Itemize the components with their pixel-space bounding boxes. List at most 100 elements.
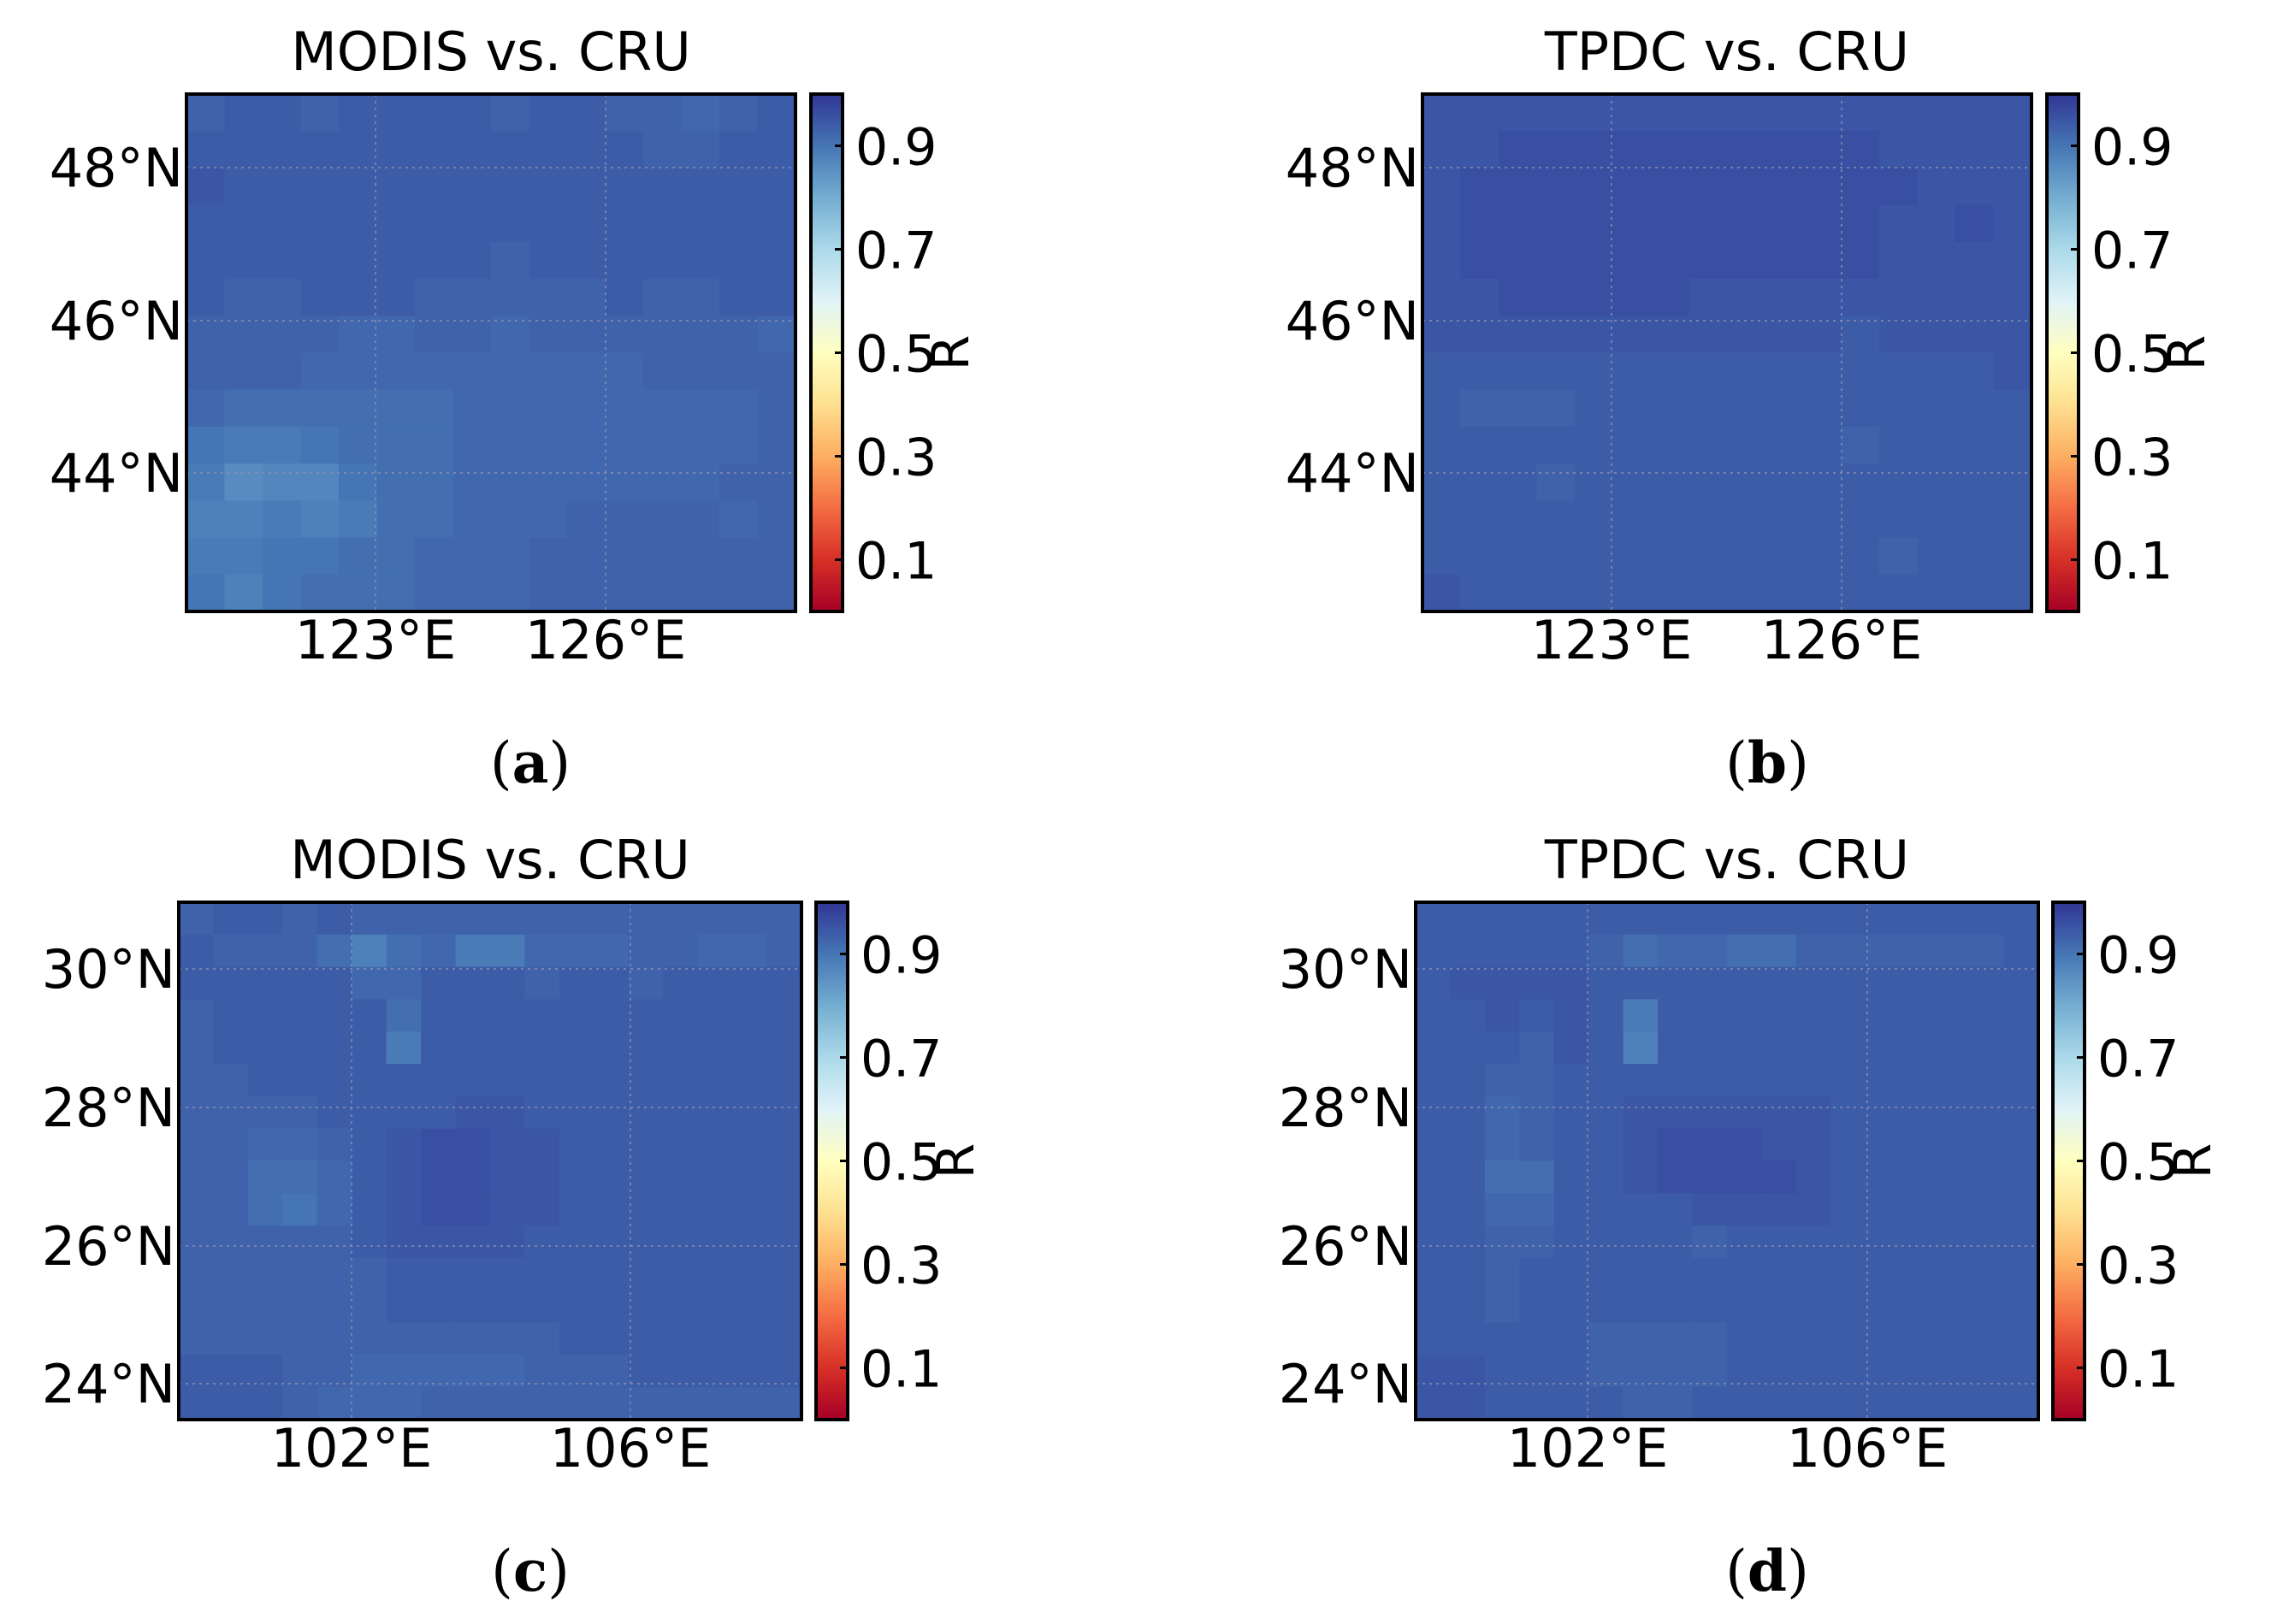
heatmap-cell [1879,464,1919,501]
heatmap-cell [1623,1257,1659,1291]
heatmap-cell [1969,1257,2005,1291]
heatmap-cell [1688,131,1728,169]
heatmap-cell [567,316,606,354]
heatmap-cell [1450,1387,1486,1420]
heatmap-cell [1460,316,1499,354]
heatmap-cell [1623,934,1659,968]
heatmap-cell [1900,1387,1936,1420]
heatmap-cell [1688,94,1728,132]
heatmap-cell [1422,464,1462,501]
heatmap-cell [213,1160,249,1194]
heatmap-cell [179,902,215,936]
heatmap-cell [529,168,568,206]
heatmap-cell [529,241,568,280]
heatmap-cell [1575,426,1614,464]
heatmap-cell [2003,1128,2039,1162]
heatmap-cell [352,1193,387,1226]
heatmap-cell [213,1257,249,1291]
heatmap-cell [1993,352,2032,391]
heatmap-cell [1727,279,1766,316]
colorbar-tick-label: 0.1 [2097,1340,2179,1400]
heatmap-cell [247,1193,283,1226]
heatmap-cell [663,1031,699,1065]
heatmap-cell [300,241,340,280]
heatmap-cell [263,204,302,243]
heatmap-cell [1727,389,1766,428]
heatmap-cell [1450,1322,1486,1355]
heatmap-cell [455,1064,491,1097]
heatmap-cell [1612,94,1652,132]
heatmap-cell [452,574,492,612]
heatmap-cell [1865,1064,1901,1097]
heatmap-cell [1795,1257,1831,1291]
colorbar-tick-label: 0.7 [860,1030,942,1090]
heatmap-cell [421,902,457,936]
heatmap-cell [697,999,733,1032]
heatmap-cell [179,1193,215,1226]
heatmap-cell [1917,131,1956,169]
heatmap-cell [567,389,606,428]
heatmap-cell [1727,1257,1763,1291]
plot-frame [185,92,797,613]
heatmap-cell [415,168,454,206]
heatmap-cell [490,1257,526,1291]
heatmap-cell [1688,574,1728,612]
heatmap-cell [1865,1095,1901,1130]
heatmap-cell [1612,316,1652,354]
heatmap-cell [1803,131,1842,169]
panel-caption: (d) [1725,1538,1809,1604]
heatmap-cell [224,94,263,132]
heatmap-cell [605,537,644,576]
heatmap-cell [1416,1193,1452,1226]
heatmap-cell [1416,1355,1452,1388]
heatmap-cell [1727,1160,1763,1194]
heatmap-cell [1993,204,2032,243]
heatmap-cell [1830,1355,1866,1388]
heatmap-cell [1761,1064,1797,1097]
heatmap-cell [2003,1322,2039,1355]
panel-title: TPDC vs. CRU [1544,21,1909,83]
heatmap-cell [2003,1031,2039,1065]
heatmap-cell [1761,1095,1797,1130]
heatmap-cell [2003,1193,2039,1226]
heatmap-cell [1484,1064,1520,1097]
heatmap-cell [1934,934,1970,968]
heatmap-cell [605,131,644,169]
heatmap-cell [1934,966,1970,1001]
heatmap-cell [524,1064,560,1097]
heatmap-cells [1416,902,2039,1420]
heatmap-cell [1765,352,1804,391]
heatmap-cell [1499,241,1538,280]
heatmap-cell [1536,168,1576,206]
heatmap-cell [2003,999,2039,1032]
heatmap-cell [1955,131,1995,169]
heatmap-cell [339,426,378,464]
heatmap-cell [186,131,226,169]
heatmap-cell [567,204,606,243]
heatmap-cell [1651,464,1690,501]
heatmap-cell [732,1064,768,1097]
heatmap-cell [559,966,594,1001]
heatmap-cell [605,168,644,206]
heatmap-cell [1803,537,1842,576]
heatmap-cell [1900,1193,1936,1226]
heatmap-cell [1651,168,1690,206]
heatmap-cell [1865,1225,1901,1259]
heatmap-cell [1993,131,2032,169]
heatmap-cell [1422,94,1462,132]
heatmap-cell [594,1290,630,1324]
heatmap-cell [1460,204,1499,243]
heatmap-cell [316,1095,352,1130]
heatmap-cell [1955,574,1995,612]
heatmap-cell [524,1355,560,1388]
heatmap-cell [643,352,683,391]
heatmap-cell [1422,426,1462,464]
heatmap-cell [1803,500,1842,539]
heatmap-cell [1830,1160,1866,1194]
heatmap-cell [1575,204,1614,243]
heatmap-cell [339,168,378,206]
heatmap-cell [490,1160,526,1194]
heatmap-cell [1519,1064,1555,1097]
heatmap-cell [386,1290,422,1324]
heatmap-cell [663,934,699,968]
